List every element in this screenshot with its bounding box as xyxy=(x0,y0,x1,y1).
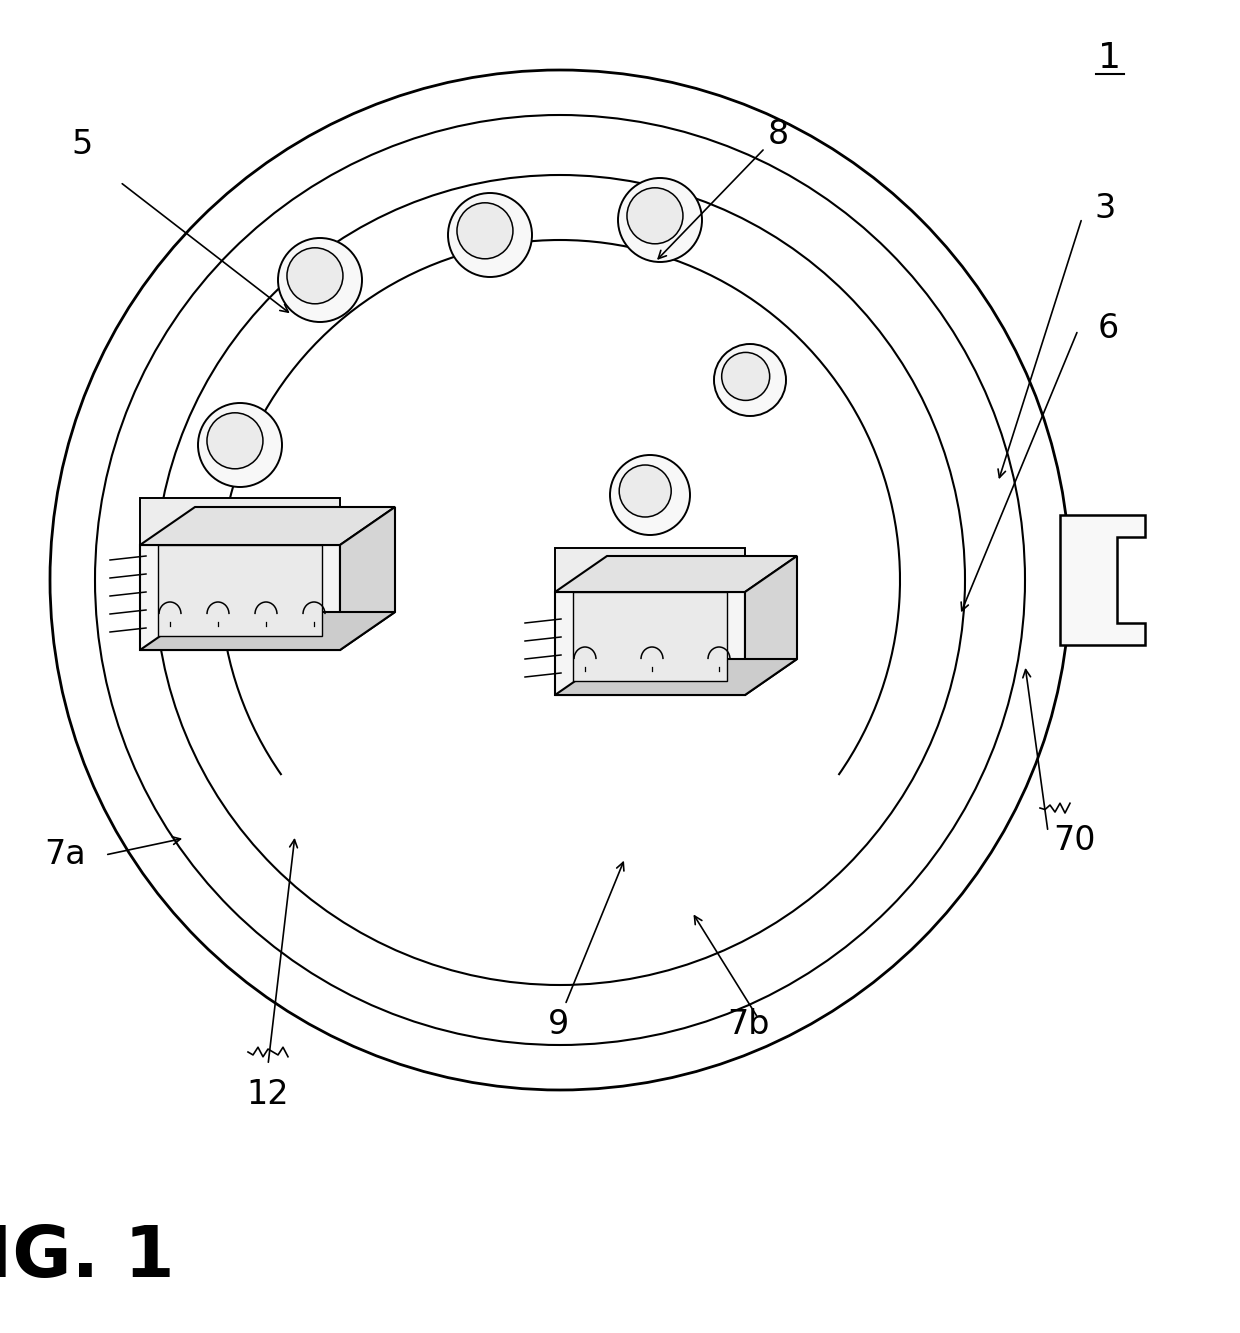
Text: 1: 1 xyxy=(1099,41,1121,75)
Polygon shape xyxy=(140,499,340,545)
Circle shape xyxy=(627,188,683,244)
Text: FIG. 1: FIG. 1 xyxy=(0,1224,175,1293)
Polygon shape xyxy=(556,659,797,694)
Polygon shape xyxy=(556,548,745,592)
Text: 5: 5 xyxy=(72,128,93,161)
Circle shape xyxy=(619,465,671,517)
Text: 3: 3 xyxy=(1095,192,1116,224)
Text: 6: 6 xyxy=(1097,312,1118,344)
Text: 70: 70 xyxy=(1054,824,1096,857)
Circle shape xyxy=(722,352,770,400)
Polygon shape xyxy=(573,592,727,681)
Circle shape xyxy=(198,403,281,487)
Text: 7b: 7b xyxy=(727,1009,769,1041)
Polygon shape xyxy=(745,556,797,694)
Polygon shape xyxy=(340,507,396,651)
Polygon shape xyxy=(556,592,745,694)
Text: 9: 9 xyxy=(547,1009,569,1041)
Polygon shape xyxy=(140,545,340,651)
Circle shape xyxy=(714,344,786,416)
Polygon shape xyxy=(556,556,797,592)
Polygon shape xyxy=(1060,515,1145,645)
Polygon shape xyxy=(140,507,396,545)
Text: 8: 8 xyxy=(768,119,789,152)
Circle shape xyxy=(448,193,532,277)
Circle shape xyxy=(286,248,343,304)
Polygon shape xyxy=(157,545,322,636)
Circle shape xyxy=(278,239,362,323)
Circle shape xyxy=(618,179,702,263)
Circle shape xyxy=(610,455,689,535)
Text: 12: 12 xyxy=(247,1078,289,1112)
Circle shape xyxy=(207,413,263,469)
Text: 7a: 7a xyxy=(45,838,86,872)
Polygon shape xyxy=(140,612,396,651)
Circle shape xyxy=(458,203,513,259)
